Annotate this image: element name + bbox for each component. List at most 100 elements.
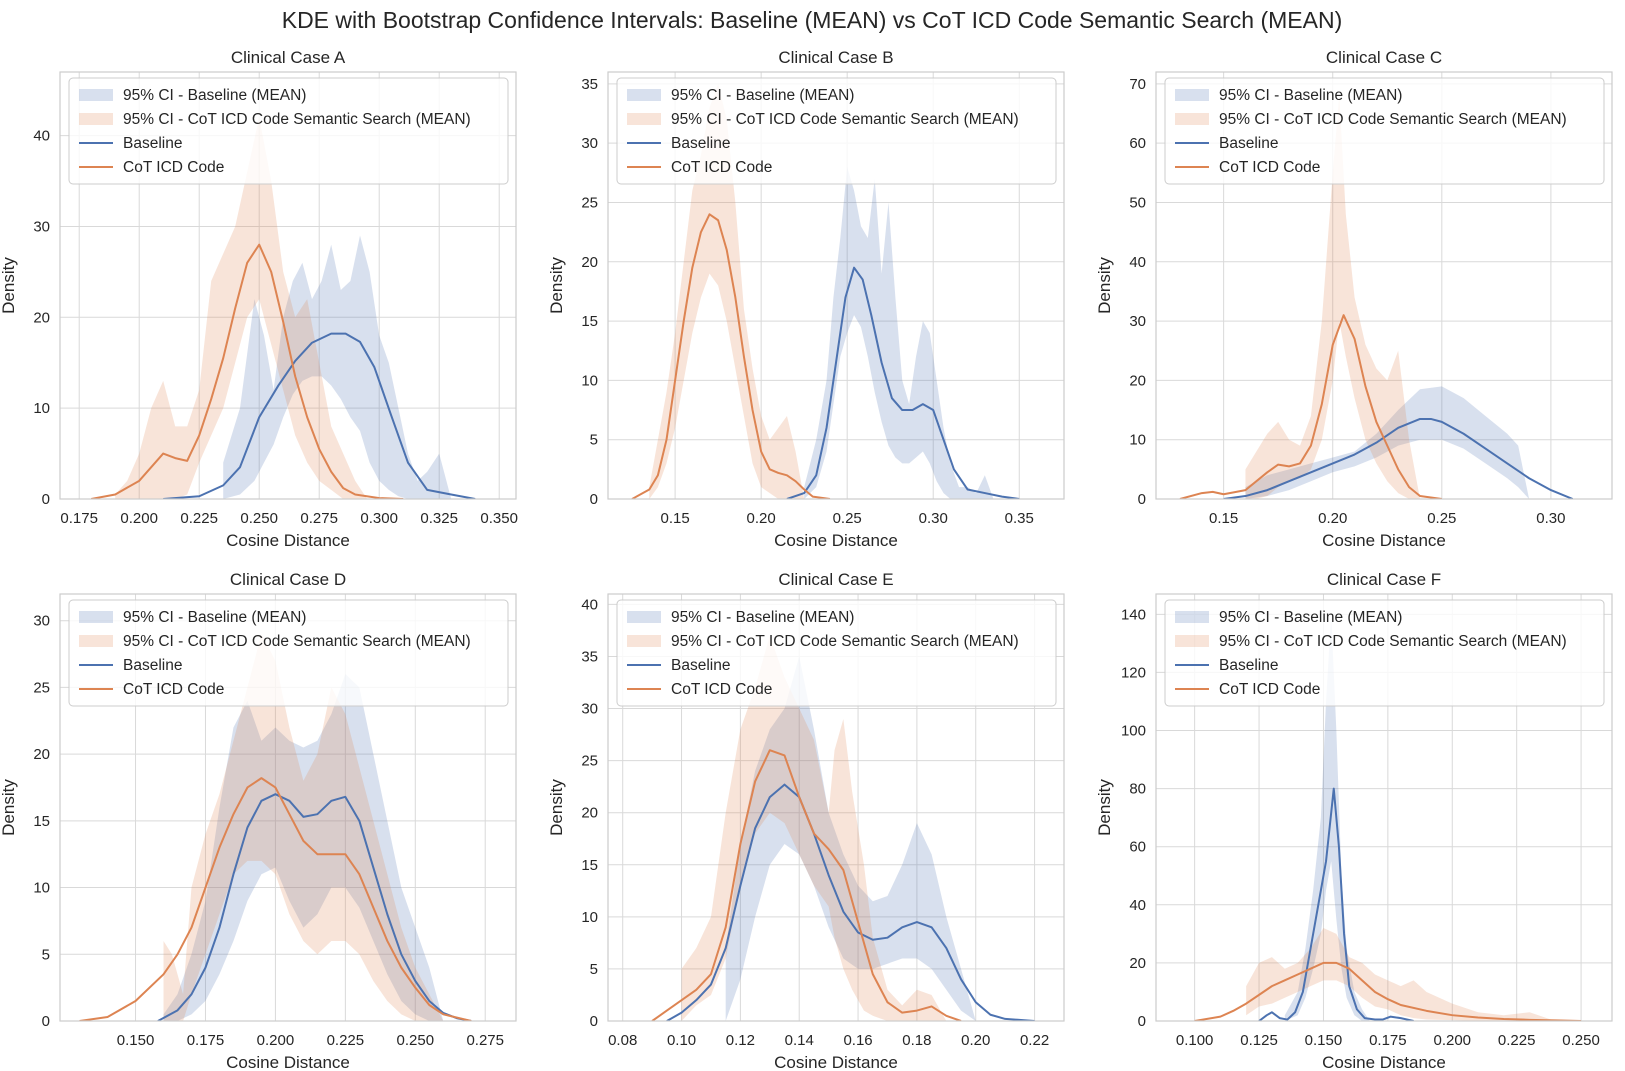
x-tick-label: 0.275: [466, 1032, 504, 1049]
ci-band-cot: [1246, 928, 1556, 1021]
panel-title: Clinical Case B: [778, 48, 893, 67]
x-tick-label: 0.275: [300, 510, 338, 527]
legend-ci-cot: 95% CI - CoT ICD Code Semantic Search (M…: [1175, 633, 1567, 650]
x-tick-label: 0.15: [661, 510, 690, 527]
legend-label: Baseline: [123, 135, 182, 152]
y-axis-label: Density: [1095, 779, 1114, 836]
x-axis-label: Cosine Distance: [1322, 531, 1446, 550]
y-tick-label: 30: [33, 218, 50, 235]
legend: 95% CI - Baseline (MEAN) 95% CI - CoT ICD…: [68, 599, 509, 707]
legend-label: Baseline: [671, 657, 730, 674]
legend-label: 95% CI - CoT ICD Code Semantic Search (M…: [1219, 633, 1567, 650]
y-tick-label: 40: [1129, 254, 1146, 271]
x-tick-label: 0.200: [257, 1032, 295, 1049]
y-tick-label: 20: [33, 746, 50, 763]
line-baseline: [1223, 417, 1574, 499]
x-tick-label: 0.08: [608, 1032, 637, 1049]
legend: 95% CI - Baseline (MEAN) 95% CI - CoT ICD…: [616, 599, 1057, 707]
legend-box: [616, 77, 1057, 185]
x-tick-label: 0.10: [667, 1032, 696, 1049]
legend-label: 95% CI - Baseline (MEAN): [671, 609, 854, 626]
y-tick-label: 20: [1129, 372, 1146, 389]
legend-cot: CoT ICD Code: [627, 159, 772, 176]
y-tick-label: 20: [581, 254, 598, 271]
legend-ci-cot: 95% CI - CoT ICD Code Semantic Search (M…: [79, 111, 471, 128]
x-tick-label: 0.300: [360, 510, 398, 527]
legend-swatch: [79, 89, 113, 101]
y-tick-label: 0: [590, 1013, 598, 1030]
x-tick-label: 0.200: [1433, 1032, 1471, 1049]
line-baseline: [666, 783, 1035, 1021]
y-tick-label: 15: [581, 857, 598, 874]
y-tick-label: 10: [1129, 432, 1146, 449]
x-tick-label: 0.20: [961, 1032, 990, 1049]
y-tick-label: 40: [33, 128, 50, 145]
legend-swatch: [1175, 89, 1209, 101]
panels: 0.175 0.200 0.225 0.250 0.275 0.300 0.325 0.350…: [0, 48, 1613, 1071]
y-tick-label: 5: [590, 961, 598, 978]
legend-box: [1164, 599, 1605, 707]
x-tick-label: 0.125: [1240, 1032, 1278, 1049]
y-tick-label: 30: [33, 613, 50, 630]
ci-band-baseline: [223, 235, 452, 499]
legend-cot: CoT ICD Code: [1175, 159, 1320, 176]
axes-frame: [607, 593, 1065, 1022]
legend-label: 95% CI - Baseline (MEAN): [123, 609, 306, 626]
y-tick-label: 25: [581, 753, 598, 770]
legend-baseline: Baseline: [1175, 657, 1278, 674]
legend-swatch: [627, 113, 661, 125]
y-tick-label: 20: [33, 309, 50, 326]
legend-cot: CoT ICD Code: [627, 681, 772, 698]
y-tick-label: 0: [1138, 491, 1146, 508]
x-axis-label: Cosine Distance: [226, 531, 350, 550]
legend-swatch: [1175, 113, 1209, 125]
line-cot: [79, 777, 472, 1021]
legend-label: CoT ICD Code: [123, 681, 224, 698]
axes-frame: [59, 593, 517, 1022]
legend-ci-baseline: 95% CI - Baseline (MEAN): [79, 87, 306, 104]
x-tick-label: 0.175: [187, 1032, 225, 1049]
legend-label: 95% CI - Baseline (MEAN): [1219, 87, 1402, 104]
x-tick-label: 0.225: [180, 510, 218, 527]
legend-box: [68, 77, 509, 185]
y-axis-label: Density: [547, 257, 566, 314]
legend-label: 95% CI - CoT ICD Code Semantic Search (M…: [671, 111, 1019, 128]
legend: 95% CI - Baseline (MEAN) 95% CI - CoT ICD…: [68, 77, 509, 185]
legend-swatch: [627, 611, 661, 623]
legend-ci-baseline: 95% CI - Baseline (MEAN): [627, 609, 854, 626]
y-tick-label: 60: [1129, 839, 1146, 856]
panel-3: 0.15 0.20 0.25 0.30 0 10 20 30 40 50 60 70 Clinical …: [1095, 48, 1613, 550]
x-tick-label: 0.175: [1369, 1032, 1407, 1049]
legend-swatch: [1175, 635, 1209, 647]
x-tick-label: 0.225: [1498, 1032, 1536, 1049]
x-tick-label: 0.175: [60, 510, 98, 527]
legend-ci-cot: 95% CI - CoT ICD Code Semantic Search (M…: [79, 633, 471, 650]
panel-title: Clinical Case D: [230, 570, 346, 589]
legend-swatch: [79, 113, 113, 125]
x-tick-label: 0.100: [1176, 1032, 1214, 1049]
x-axis-label: Cosine Distance: [226, 1053, 350, 1071]
x-tick-label: 0.30: [1536, 510, 1565, 527]
y-tick-label: 30: [1129, 313, 1146, 330]
plot-area: [79, 634, 472, 1021]
y-tick-label: 25: [581, 194, 598, 211]
legend-baseline: Baseline: [627, 135, 730, 152]
y-tick-label: 70: [1129, 76, 1146, 93]
legend-label: Baseline: [123, 657, 182, 674]
x-tick-label: 0.22: [1020, 1032, 1049, 1049]
x-tick-label: 0.30: [919, 510, 948, 527]
legend-baseline: Baseline: [79, 135, 182, 152]
x-tick-label: 0.250: [1562, 1032, 1600, 1049]
legend-label: 95% CI - CoT ICD Code Semantic Search (M…: [1219, 111, 1567, 128]
x-axis-label: Cosine Distance: [1322, 1053, 1446, 1071]
legend-box: [68, 599, 509, 707]
ci-band-cot: [1245, 95, 1420, 499]
legend-label: CoT ICD Code: [1219, 159, 1320, 176]
y-axis-label: Density: [1095, 257, 1114, 314]
line-baseline: [1258, 787, 1414, 1021]
legend-swatch: [627, 635, 661, 647]
x-tick-label: 0.225: [327, 1032, 365, 1049]
y-tick-label: 20: [1129, 955, 1146, 972]
legend-label: Baseline: [1219, 135, 1278, 152]
